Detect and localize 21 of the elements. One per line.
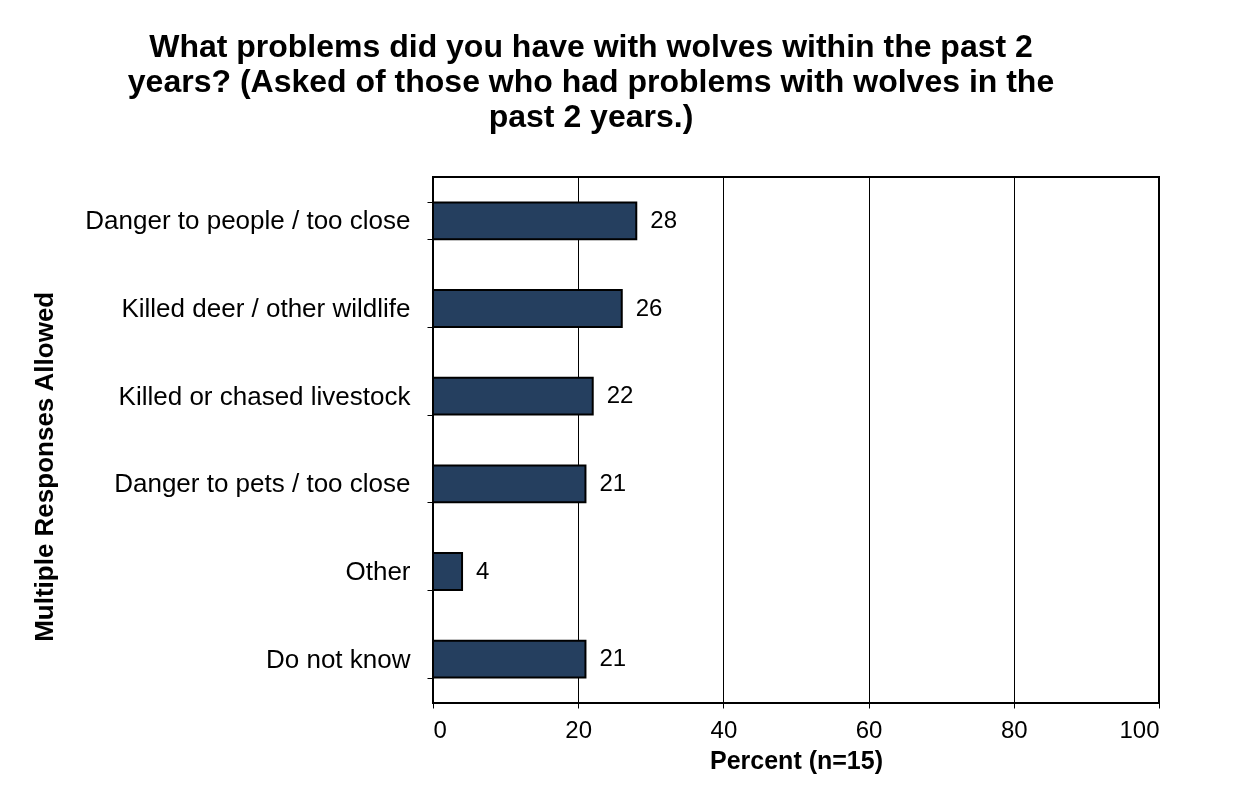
y-tick-label: Other	[345, 556, 411, 586]
x-tick-label: 100	[1119, 715, 1160, 743]
y-tick-label: Danger to people / too close	[85, 205, 411, 236]
y-tick-label: Killed deer / other wildlife	[121, 293, 411, 323]
data-label: 21	[599, 468, 627, 496]
x-tick-label: 20	[565, 715, 593, 743]
y-tick-label: Killed or chased livestock	[118, 380, 412, 411]
y-axis-title: Multiple Responses Allowed	[28, 291, 59, 642]
x-axis-title: Percent (n=15)	[710, 745, 883, 774]
x-tick-label: 40	[710, 715, 738, 743]
data-label: 28	[650, 205, 677, 233]
x-tick-label: 60	[855, 715, 883, 743]
x-tick-label: 0	[433, 715, 447, 743]
y-tick-label: Do not know	[265, 643, 411, 674]
data-label: 26	[635, 293, 663, 321]
data-label: 21	[599, 644, 627, 672]
data-label: 22	[606, 381, 634, 409]
y-tick-label: Danger to pets / too close	[114, 468, 411, 499]
chart-title: What problems did you have with wolves within the past 2 years? (Asked of those who had problems with wolves in the past 2 years.)	[127, 28, 1055, 134]
data-label: 4	[476, 556, 490, 584]
x-tick-label: 80	[1000, 715, 1028, 743]
